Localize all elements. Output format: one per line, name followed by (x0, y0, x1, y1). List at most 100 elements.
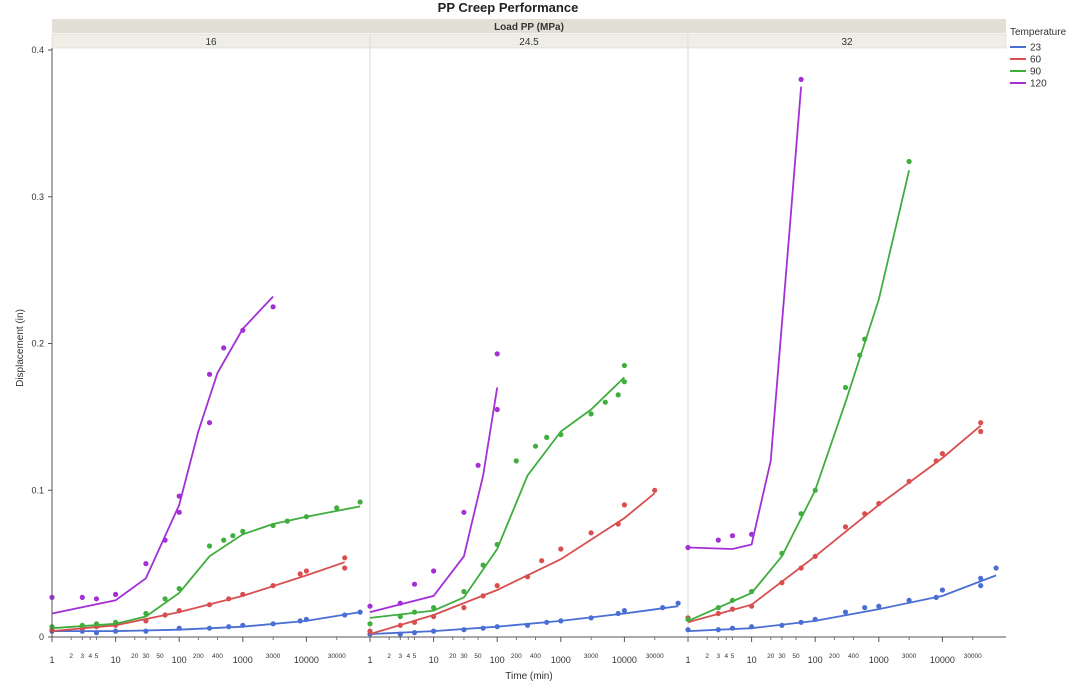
data-point-90 (779, 550, 785, 557)
legend-item-60: 60 (1030, 55, 1042, 66)
data-point-60 (206, 602, 213, 608)
y-tick-label: 0.4 (31, 45, 44, 55)
data-point-60 (539, 558, 545, 564)
x-minor-tick-label: 400 (530, 653, 541, 660)
data-point-90 (862, 336, 868, 342)
data-point-60 (862, 511, 868, 517)
data-point-23 (226, 624, 232, 630)
data-point-23 (675, 600, 681, 606)
data-point-90 (334, 505, 340, 511)
data-point-60 (978, 428, 984, 435)
data-point-23 (876, 603, 882, 609)
x-tick-label: 100 (490, 655, 505, 665)
x-minor-tick-label: 2 (705, 653, 709, 660)
x-minor-tick-label: 20 (449, 653, 457, 660)
x-minor-tick-label: 30000 (328, 653, 346, 660)
data-point-23 (715, 627, 721, 633)
y-tick-label: 0.3 (31, 192, 44, 202)
data-point-90 (798, 511, 804, 517)
data-point-23 (615, 610, 621, 617)
data-point-23 (544, 619, 550, 625)
x-minor-tick-label: 2 (387, 653, 391, 660)
x-minor-tick-label: 2 (69, 653, 73, 660)
data-point-120 (431, 568, 437, 574)
facet-strip (687, 33, 1007, 49)
y-axis-label: Displacement (in) (15, 309, 26, 387)
x-tick-label: 10 (429, 655, 439, 665)
data-point-23 (240, 622, 246, 628)
data-point-60 (270, 583, 276, 589)
data-point-60 (524, 574, 531, 580)
data-point-90 (230, 533, 236, 539)
x-minor-tick-label: 3000 (584, 653, 599, 660)
data-point-60 (729, 606, 736, 612)
data-point-60 (411, 619, 418, 625)
data-point-23 (431, 628, 437, 634)
facet-label: Load PP (MPa) (494, 22, 564, 33)
data-point-23 (461, 627, 467, 633)
x-minor-tick-label: 30 (460, 653, 468, 660)
x-minor-tick-label: 200 (193, 653, 204, 660)
x-minor-tick-label: 5 (413, 653, 417, 660)
data-point-90 (357, 499, 363, 505)
x-tick-label: 10000 (930, 655, 955, 665)
series-line-90 (687, 170, 910, 622)
data-point-90 (480, 562, 486, 568)
data-point-90 (621, 379, 628, 385)
data-point-90 (602, 399, 608, 405)
data-point-90 (749, 588, 755, 595)
y-tick-label: 0 (39, 632, 44, 642)
y-tick-label: 0.2 (31, 339, 44, 349)
data-point-90 (143, 610, 149, 617)
x-tick-label: 10000 (294, 655, 319, 665)
x-minor-tick-label: 400 (212, 653, 223, 660)
data-point-60 (342, 565, 348, 571)
data-point-23 (621, 608, 628, 614)
series-line-60 (687, 425, 982, 624)
x-minor-tick-label: 30 (142, 653, 150, 660)
data-point-90 (906, 158, 912, 165)
data-point-23 (729, 625, 736, 631)
x-tick-label: 1 (49, 655, 54, 665)
data-point-120 (729, 533, 736, 539)
x-tick-label: 100 (172, 655, 187, 665)
x-tick-label: 100 (808, 655, 823, 665)
data-point-90 (367, 621, 373, 627)
data-point-90 (685, 616, 691, 623)
legend-item-23: 23 (1030, 43, 1042, 54)
series-line-120 (687, 86, 802, 550)
data-point-60 (431, 613, 437, 620)
data-point-120 (162, 537, 168, 543)
data-point-60 (494, 583, 500, 589)
legend-item-120: 120 (1030, 79, 1047, 90)
data-point-120 (143, 561, 149, 567)
data-point-23 (939, 587, 946, 593)
data-point-120 (461, 509, 467, 515)
data-point-23 (494, 624, 500, 630)
data-point-90 (615, 392, 621, 398)
data-point-60 (715, 610, 721, 617)
data-point-60 (226, 596, 232, 602)
data-point-60 (906, 478, 912, 484)
data-point-23 (978, 583, 984, 589)
data-point-23 (906, 597, 912, 603)
x-minor-tick-label: 3 (81, 653, 85, 660)
data-point-90 (729, 597, 736, 603)
x-minor-tick-label: 50 (474, 653, 482, 660)
data-point-120 (206, 371, 213, 377)
data-point-60 (779, 580, 785, 586)
x-tick-label: 1 (367, 655, 372, 665)
data-point-60 (397, 622, 403, 628)
data-point-23 (270, 621, 276, 627)
facet-header-band (52, 19, 1006, 33)
data-point-23 (588, 615, 594, 621)
series-line-90 (369, 376, 626, 619)
data-point-60 (143, 618, 149, 624)
x-minor-tick-label: 4 (724, 653, 728, 660)
data-point-60 (652, 487, 658, 493)
data-point-120 (176, 493, 182, 499)
data-point-90 (270, 522, 276, 529)
x-minor-tick-label: 4 (88, 653, 92, 660)
x-minor-tick-label: 200 (829, 653, 840, 660)
x-tick-label: 1000 (233, 655, 253, 665)
